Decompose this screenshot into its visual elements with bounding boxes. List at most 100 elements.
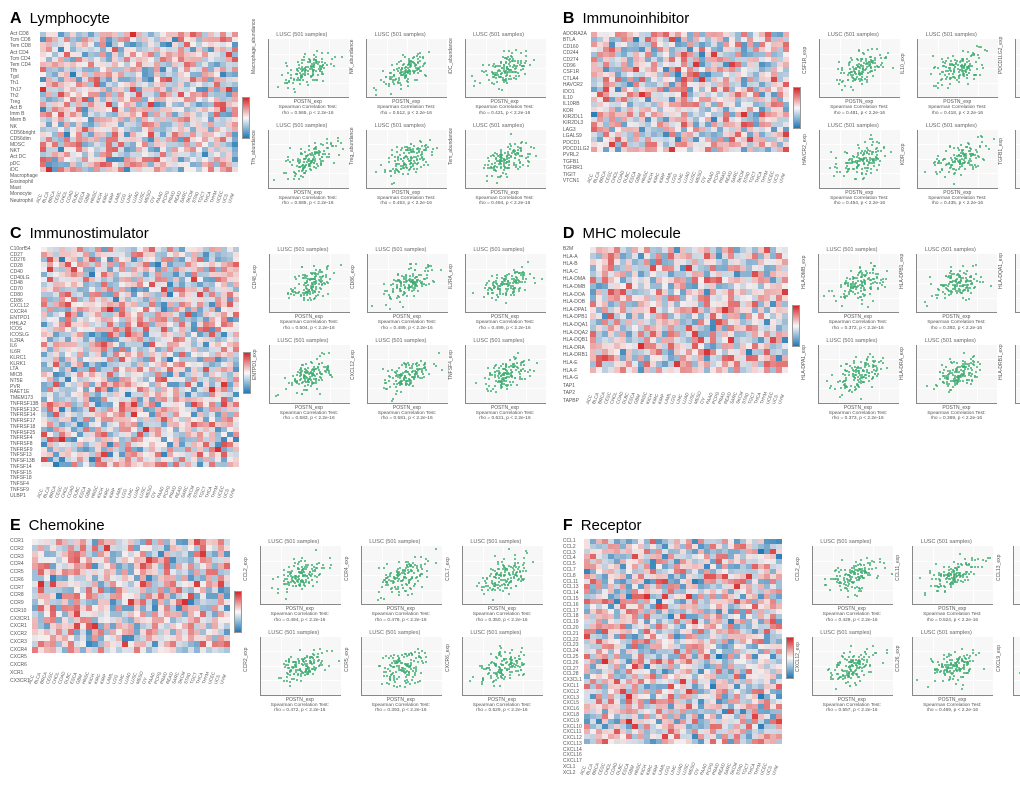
- heatmap-row-label: CD160: [563, 45, 589, 50]
- panel-E: EChemokineCCR1CCR2CCR3CCR4CCR5CCR6CCR7CC…: [10, 517, 545, 776]
- colorbar: [792, 247, 800, 405]
- scatter-plot: LUSC (501 samples)HLA-DPB1_expPOSTN_expS…: [904, 247, 996, 332]
- scatter-caption: Spearman Correlation Test:rho = 0.435, p…: [917, 196, 997, 208]
- scatter-title: LUSC (501 samples): [349, 539, 441, 545]
- scatter-plot: LUSC (501 samples)iDC_abundancePOSTN_exp…: [453, 32, 545, 117]
- panel-header: DMHC molecule: [563, 225, 1020, 243]
- scatter-ylabel: KDR_exp: [900, 143, 906, 164]
- heatmap-row-label: PVRL2: [563, 153, 589, 158]
- colorbar: [234, 539, 242, 685]
- scatter-plot: LUSC (501 samples)HLA-DQA1_expPOSTN_expS…: [1003, 247, 1020, 332]
- heatmap-row-label: HLA-E: [563, 361, 588, 367]
- heatmap-row-label: HLA-DOB: [563, 300, 588, 306]
- heatmap-row-label: CCR6: [10, 578, 30, 584]
- scatter-caption: Spearman Correlation Test:rho = 0.469, p…: [912, 703, 992, 715]
- scatter-ylabel: TGFB1_exp: [998, 138, 1004, 165]
- heatmap-row-label: CXCR2: [10, 632, 30, 638]
- heatmap-row-label: KIR2DL1: [563, 115, 589, 120]
- heatmap-row-label: Act DC: [10, 155, 38, 160]
- heatmap-row-label: CXCL9: [563, 719, 582, 724]
- heatmap-row-label: CTLA4: [563, 77, 589, 82]
- heatmap-row-label: ADORA2A: [563, 32, 589, 37]
- scatter-title: LUSC (501 samples): [450, 630, 542, 636]
- heatmap-row-label: LAG3: [563, 128, 589, 133]
- scatter-title: LUSC (501 samples): [1001, 630, 1020, 636]
- panel-D: DMHC moleculeB2MHLA-AHLA-BHLA-CHLA-DMAHL…: [563, 225, 1020, 499]
- scatter-caption: Spearman Correlation Test:rho = 0.504, p…: [269, 320, 349, 332]
- scatter-plot: LUSC (501 samples)IL10_expPOSTN_expSpear…: [905, 32, 997, 117]
- scatter-caption: Spearman Correlation Test:rho = 0.529, p…: [462, 703, 542, 715]
- heatmap-row-label: HLA-DQB1: [563, 338, 588, 344]
- heatmap-row-label: Th17: [10, 88, 38, 93]
- scatter-plot: LUSC (501 samples)ENTPD1_expPOSTN_expSpe…: [257, 338, 349, 423]
- heatmap-row-label: ULBP1: [10, 494, 39, 499]
- scatter-ylabel: CXCL12_exp: [795, 642, 801, 672]
- scatter-ylabel: CCR2_exp: [243, 647, 249, 671]
- scatter-title: LUSC (501 samples): [453, 32, 545, 38]
- scatter-title: LUSC (501 samples): [354, 32, 446, 38]
- heatmap-row-label: CCR8: [10, 593, 30, 599]
- scatter-plot: LUSC (501 samples)CCL26_expPOSTN_expSpea…: [900, 630, 992, 715]
- scatter-caption: Spearman Correlation Test:rho = 0.472, p…: [260, 703, 340, 715]
- scatter-plot: LUSC (501 samples)CXCL12_expPOSTN_expSpe…: [355, 338, 447, 423]
- scatter-ylabel: Tfh_abundance: [251, 130, 257, 165]
- scatter-caption: Spearman Correlation Test:rho = 0.429, p…: [812, 612, 892, 624]
- scatter-plot: LUSC (501 samples)CD86_expPOSTN_expSpear…: [355, 247, 447, 332]
- heatmap-row-label: PDCD1: [563, 141, 589, 146]
- scatter-plot: LUSC (501 samples)CCR2_expPOSTN_expSpear…: [248, 630, 340, 715]
- scatter-ylabel: CCR5_exp: [344, 647, 350, 671]
- scatter-ylabel: TNFSF4_exp: [448, 350, 454, 380]
- scatter-ylabel: HLA-DMB_exp: [801, 256, 807, 289]
- panel-title: Receptor: [581, 517, 642, 534]
- heatmap-row-label: CD56bright: [10, 131, 38, 136]
- scatter-ylabel: iDC_abundance: [448, 38, 454, 74]
- heatmap-row-label: CCR9: [10, 601, 30, 607]
- heatmap-row-label: KDR: [563, 109, 589, 114]
- scatter-plot: LUSC (501 samples)NK_abundancePOSTN_expS…: [354, 32, 446, 117]
- scatter-caption: Spearman Correlation Test:rho = 0.421, p…: [465, 105, 545, 117]
- heatmap-row-label: XCR1: [10, 671, 30, 677]
- scatter-caption: Spearman Correlation Test:rho = 0.481, p…: [819, 105, 899, 117]
- scatter-caption: Spearman Correlation Test:rho = 0.439, p…: [1015, 105, 1020, 117]
- heatmap-row-label: CCR4: [10, 562, 30, 568]
- scatter-ylabel: CCL11_exp: [895, 555, 901, 581]
- scatter-ylabel: ENTPD1_exp: [252, 349, 258, 380]
- heatmap-row-label: LGALS9: [563, 134, 589, 139]
- heatmap-row-label: HLA-C: [563, 270, 588, 276]
- scatter-plot: LUSC (501 samples)TNFSF4_expPOSTN_expSpe…: [453, 338, 545, 423]
- panel-letter: E: [10, 517, 21, 534]
- panel-header: FReceptor: [563, 517, 1020, 535]
- heatmap-row-label: HLA-DRA: [563, 346, 588, 352]
- scatter-plot: LUSC (501 samples)CCL7_expPOSTN_expSpear…: [450, 539, 542, 624]
- scatter-plot: LUSC (501 samples)CXCR6_expPOSTN_expSpea…: [450, 630, 542, 715]
- scatter-caption: Spearman Correlation Test:rho = 0.565, p…: [268, 105, 348, 117]
- scatter-plot: LUSC (501 samples)HLA-DRB1_expPOSTN_expS…: [1003, 338, 1020, 423]
- scatter-title: LUSC (501 samples): [256, 32, 348, 38]
- scatter-ylabel: NK_abundance: [349, 40, 355, 74]
- scatter-plot: LUSC (501 samples)KDR_expPOSTN_expSpearm…: [905, 123, 997, 208]
- scatter-ylabel: CD48_exp: [252, 266, 258, 290]
- scatter-plot: LUSC (501 samples)HLA-DRA_expPOSTN_expSp…: [904, 338, 996, 423]
- scatter-caption: Spearman Correlation Test:rho = 0.494, p…: [260, 612, 340, 624]
- heatmap-row-label: CXCR4: [10, 648, 30, 654]
- heatmap-row-label: CXCL16: [563, 753, 582, 758]
- scatter-ylabel: CD86_exp: [350, 266, 356, 290]
- scatter-plot: LUSC (501 samples)TGFB1_expPOSTN_expSpea…: [1003, 123, 1020, 208]
- heatmap-row-label: HLA-DQA1: [563, 323, 588, 329]
- scatter-ylabel: HLA-DPB1_exp: [899, 254, 905, 289]
- scatter-caption: Spearman Correlation Test:rho = 0.393, p…: [361, 703, 441, 715]
- heatmap-row-label: HLA-DQA2: [563, 331, 588, 337]
- scatter-caption: Spearman Correlation Test:rho = 0.524, p…: [912, 612, 992, 624]
- heatmap: [41, 247, 239, 467]
- scatter-caption: Spearman Correlation Test:rho = 0.621, p…: [465, 411, 545, 423]
- heatmap-row-label: Th2: [10, 94, 38, 99]
- panel-title: Chemokine: [29, 517, 105, 534]
- scatter-grid: LUSC (501 samples)CCL2_expPOSTN_expSpear…: [800, 539, 1020, 714]
- scatter-title: LUSC (501 samples): [453, 123, 545, 129]
- heatmap: [591, 32, 789, 152]
- scatter-plot: LUSC (501 samples)CSF1R_expPOSTN_expSpea…: [807, 32, 899, 117]
- panel-C: CImmunostimulatorC10orf54CD27CD276CD28CD…: [10, 225, 545, 499]
- scatter-plot: LUSC (501 samples)HAVCR2_expPOSTN_expSpe…: [807, 123, 899, 208]
- heatmap-row-label: CXCL13: [563, 742, 582, 747]
- panel-F: FReceptorCCL1CCL2CCL3CCL4CCL5CCL7CCL8CCL…: [563, 517, 1020, 776]
